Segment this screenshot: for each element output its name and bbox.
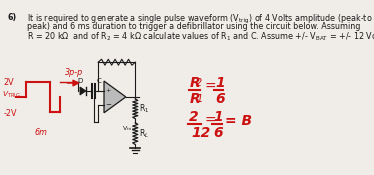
Text: R$_1$: R$_1$ bbox=[139, 103, 149, 115]
Text: 2V: 2V bbox=[4, 78, 14, 87]
Text: 3p-p: 3p-p bbox=[65, 68, 84, 77]
Text: =: = bbox=[205, 114, 216, 128]
Text: 1: 1 bbox=[213, 110, 223, 124]
Text: R$_L$: R$_L$ bbox=[139, 127, 149, 140]
Text: R: R bbox=[190, 76, 200, 90]
Text: R: R bbox=[190, 92, 200, 106]
Text: C: C bbox=[97, 78, 101, 84]
Text: 6: 6 bbox=[215, 92, 225, 106]
Text: 2: 2 bbox=[196, 78, 203, 88]
Text: 6): 6) bbox=[8, 13, 17, 22]
Text: = B: = B bbox=[225, 114, 252, 128]
Text: +: + bbox=[105, 89, 111, 93]
Text: =: = bbox=[205, 80, 216, 94]
Text: R = 20 k$\Omega$  and of R$_2$ = 4 k$\Omega$ calculate values of R$_1$ and C. As: R = 20 k$\Omega$ and of R$_2$ = 4 k$\Ome… bbox=[27, 30, 374, 43]
Text: It is required to generate a single pulse waveform (V$_{\mathregular{trig}}$) of: It is required to generate a single puls… bbox=[27, 13, 373, 26]
Text: -2V: -2V bbox=[4, 109, 17, 118]
Text: 6m: 6m bbox=[34, 128, 47, 137]
Text: 6: 6 bbox=[213, 126, 223, 140]
Text: peak) and 6 ms duration to trigger a defibrillator using the circuit below. Assu: peak) and 6 ms duration to trigger a def… bbox=[27, 22, 360, 30]
Polygon shape bbox=[104, 81, 126, 113]
Text: V$_{trig}$: V$_{trig}$ bbox=[122, 125, 136, 135]
Text: 12: 12 bbox=[191, 126, 211, 140]
Text: V$_{\rm TRIG}$: V$_{\rm TRIG}$ bbox=[2, 90, 21, 100]
Text: 1: 1 bbox=[215, 76, 225, 90]
Polygon shape bbox=[80, 87, 86, 95]
Text: 2: 2 bbox=[188, 110, 198, 124]
Text: −: − bbox=[105, 102, 111, 108]
Text: D: D bbox=[77, 78, 83, 84]
Text: 1: 1 bbox=[196, 94, 203, 104]
